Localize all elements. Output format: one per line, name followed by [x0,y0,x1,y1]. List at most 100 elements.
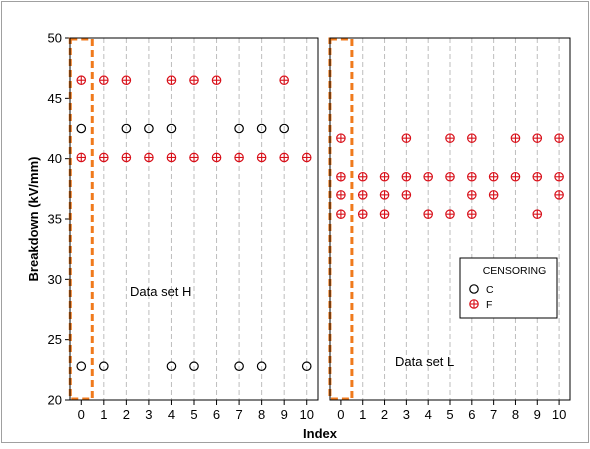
panel-label: Data set H [130,284,191,299]
point-C-circle [301,361,312,372]
point-F [554,190,564,200]
legend-label-F: F [486,299,492,311]
point-F [166,152,177,163]
point-C-circle [256,361,267,372]
x-tick-label: 9 [534,407,541,422]
point-C [144,123,154,134]
point-F [357,171,368,182]
legend: CENSORING CF [459,257,558,319]
x-tick-label: 4 [425,407,432,422]
point-F [379,171,390,182]
point-F [144,152,154,163]
point-F [467,133,477,143]
point-F [256,152,267,163]
panel-label: Data set L [395,354,454,369]
point-F [336,190,346,200]
x-tick-label: 2 [123,407,130,422]
point-C [121,123,132,134]
x-tick-label: 0 [78,407,85,422]
point-F [336,209,346,219]
point-C-circle [76,123,87,134]
x-axis-label: Index [303,426,338,441]
point-F [467,209,477,219]
point-F [467,190,477,200]
panel-border [69,37,319,401]
point-F [279,152,289,163]
point-F [121,152,132,163]
point-F [532,133,543,143]
point-F [336,133,346,143]
y-tick-label: 25 [48,332,62,347]
x-tick-label: 1 [359,407,366,422]
point-C-circle [234,123,244,134]
point-C [76,361,87,372]
x-tick-label: 10 [552,407,566,422]
x-tick-label: 2 [381,407,388,422]
point-F [357,209,368,219]
point-F [510,133,521,143]
point-F [76,152,87,163]
x-tick-label: 6 [468,407,475,422]
point-C [189,361,199,372]
point-F [510,171,521,182]
point-F [189,152,199,163]
point-C-circle [99,361,109,372]
point-C-circle [189,361,199,372]
y-axis-label: Breakdown (kV/mm) [26,157,41,282]
point-F [532,171,543,182]
x-tick-label: 7 [490,407,497,422]
point-C-circle [166,361,177,372]
y-tick-label: 35 [48,212,62,227]
point-C-circle [256,123,267,134]
point-F [423,209,433,219]
legend-marker-C-circle [469,284,479,294]
y-tick-label: 40 [48,151,62,166]
point-F [336,171,346,182]
point-F [279,75,289,86]
x-tick-label: 3 [145,407,152,422]
point-C [166,361,177,372]
x-tick-label: 4 [168,407,175,422]
point-C [166,123,177,134]
point-F [234,152,244,163]
x-tick-label: 1 [100,407,107,422]
point-C-circle [76,361,87,372]
point-C [76,123,87,134]
point-C-circle [166,123,177,134]
point-F [379,190,390,200]
point-F [488,190,499,200]
point-F [76,75,87,86]
x-tick-label: 0 [337,407,344,422]
x-tick-label: 8 [512,407,519,422]
legend-title: CENSORING [483,265,547,277]
x-tick-label: 10 [299,407,313,422]
x-tick-label: 6 [213,407,220,422]
point-F [211,75,222,86]
point-C-circle [144,123,154,134]
point-F [99,152,109,163]
point-C [256,123,267,134]
point-C [256,361,267,372]
point-C [234,361,244,372]
legend-marker-C [469,284,479,294]
point-C-circle [121,123,132,134]
point-C-circle [279,123,289,134]
legend-marker-F [469,299,479,309]
point-F [401,190,412,200]
point-F [301,152,312,163]
point-F [401,133,412,143]
point-F [166,75,177,86]
point-F [211,152,222,163]
x-tick-label: 5 [190,407,197,422]
point-C [234,123,244,134]
point-F [357,190,368,200]
point-C [301,361,312,372]
point-C-circle [234,361,244,372]
point-F [121,75,132,86]
y-tick-label: 50 [48,31,62,46]
legend-label-C: C [486,284,494,296]
point-F [99,75,109,86]
point-F [554,171,564,182]
